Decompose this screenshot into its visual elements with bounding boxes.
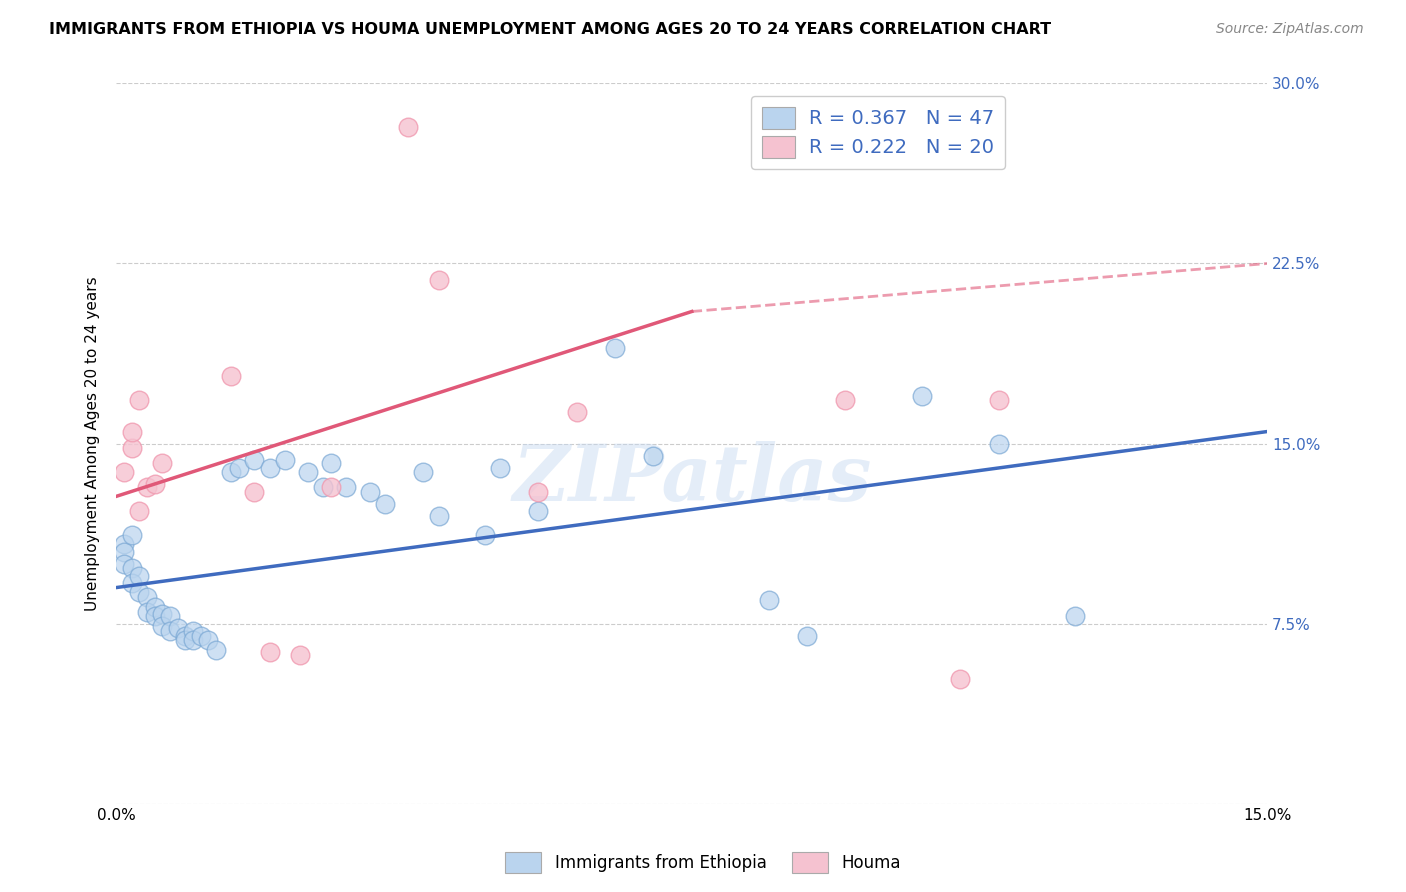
Point (274, 453, 297, 467)
Point (121, 527, 143, 541)
Point (259, 460, 281, 475)
Point (143, 599, 166, 614)
Point (427, 508, 450, 523)
Point (290, 648, 312, 662)
Point (489, 460, 512, 475)
Point (911, 388, 934, 402)
Point (143, 609, 166, 624)
Legend: Immigrants from Ethiopia, Houma: Immigrants from Ethiopia, Houma (498, 846, 908, 880)
Point (128, 568, 150, 582)
Point (121, 425, 143, 439)
Point (128, 393, 150, 408)
Point (228, 460, 250, 475)
Point (758, 592, 780, 607)
Point (128, 585, 150, 599)
Point (112, 466, 135, 480)
Point (150, 619, 173, 633)
Point (166, 621, 188, 635)
Point (321, 480, 343, 494)
Legend: R = 0.367   N = 47, R = 0.222   N = 20: R = 0.367 N = 47, R = 0.222 N = 20 (751, 96, 1005, 169)
Point (121, 561, 143, 575)
Point (259, 645, 281, 659)
Point (205, 643, 228, 657)
Point (949, 672, 972, 686)
Point (987, 436, 1010, 450)
Point (312, 480, 335, 494)
Point (796, 629, 818, 643)
Point (243, 484, 266, 499)
Text: IMMIGRANTS FROM ETHIOPIA VS HOUMA UNEMPLOYMENT AMONG AGES 20 TO 24 YEARS CORRELA: IMMIGRANTS FROM ETHIOPIA VS HOUMA UNEMPL… (49, 22, 1052, 37)
Point (297, 466, 319, 480)
Point (121, 442, 143, 456)
Point (335, 480, 357, 494)
Point (321, 456, 343, 470)
Point (834, 393, 856, 408)
Point (1064, 609, 1087, 624)
Point (427, 273, 450, 287)
Point (190, 629, 212, 643)
Point (128, 504, 150, 518)
Text: ZIPatlas: ZIPatlas (512, 442, 872, 517)
Point (987, 393, 1010, 408)
Point (112, 537, 135, 551)
Y-axis label: Unemployment Among Ages 20 to 24 years: Unemployment Among Ages 20 to 24 years (86, 277, 100, 611)
Point (136, 480, 159, 494)
Point (136, 590, 159, 604)
Point (474, 527, 496, 541)
Point (643, 449, 665, 463)
Point (174, 629, 197, 643)
Point (159, 609, 181, 624)
Point (221, 466, 243, 480)
Point (221, 369, 243, 384)
Point (396, 120, 419, 134)
Point (136, 605, 159, 619)
Text: Source: ZipAtlas.com: Source: ZipAtlas.com (1216, 22, 1364, 37)
Point (112, 557, 135, 571)
Point (197, 633, 219, 648)
Point (143, 477, 166, 491)
Point (159, 624, 181, 638)
Point (603, 341, 626, 355)
Point (174, 633, 197, 648)
Point (243, 453, 266, 467)
Point (121, 575, 143, 590)
Point (412, 466, 434, 480)
Point (359, 484, 381, 499)
Point (527, 484, 550, 499)
Point (112, 544, 135, 558)
Point (150, 456, 173, 470)
Point (565, 405, 588, 419)
Point (150, 607, 173, 621)
Point (181, 624, 204, 638)
Point (374, 497, 396, 511)
Point (181, 633, 204, 648)
Point (527, 504, 550, 518)
